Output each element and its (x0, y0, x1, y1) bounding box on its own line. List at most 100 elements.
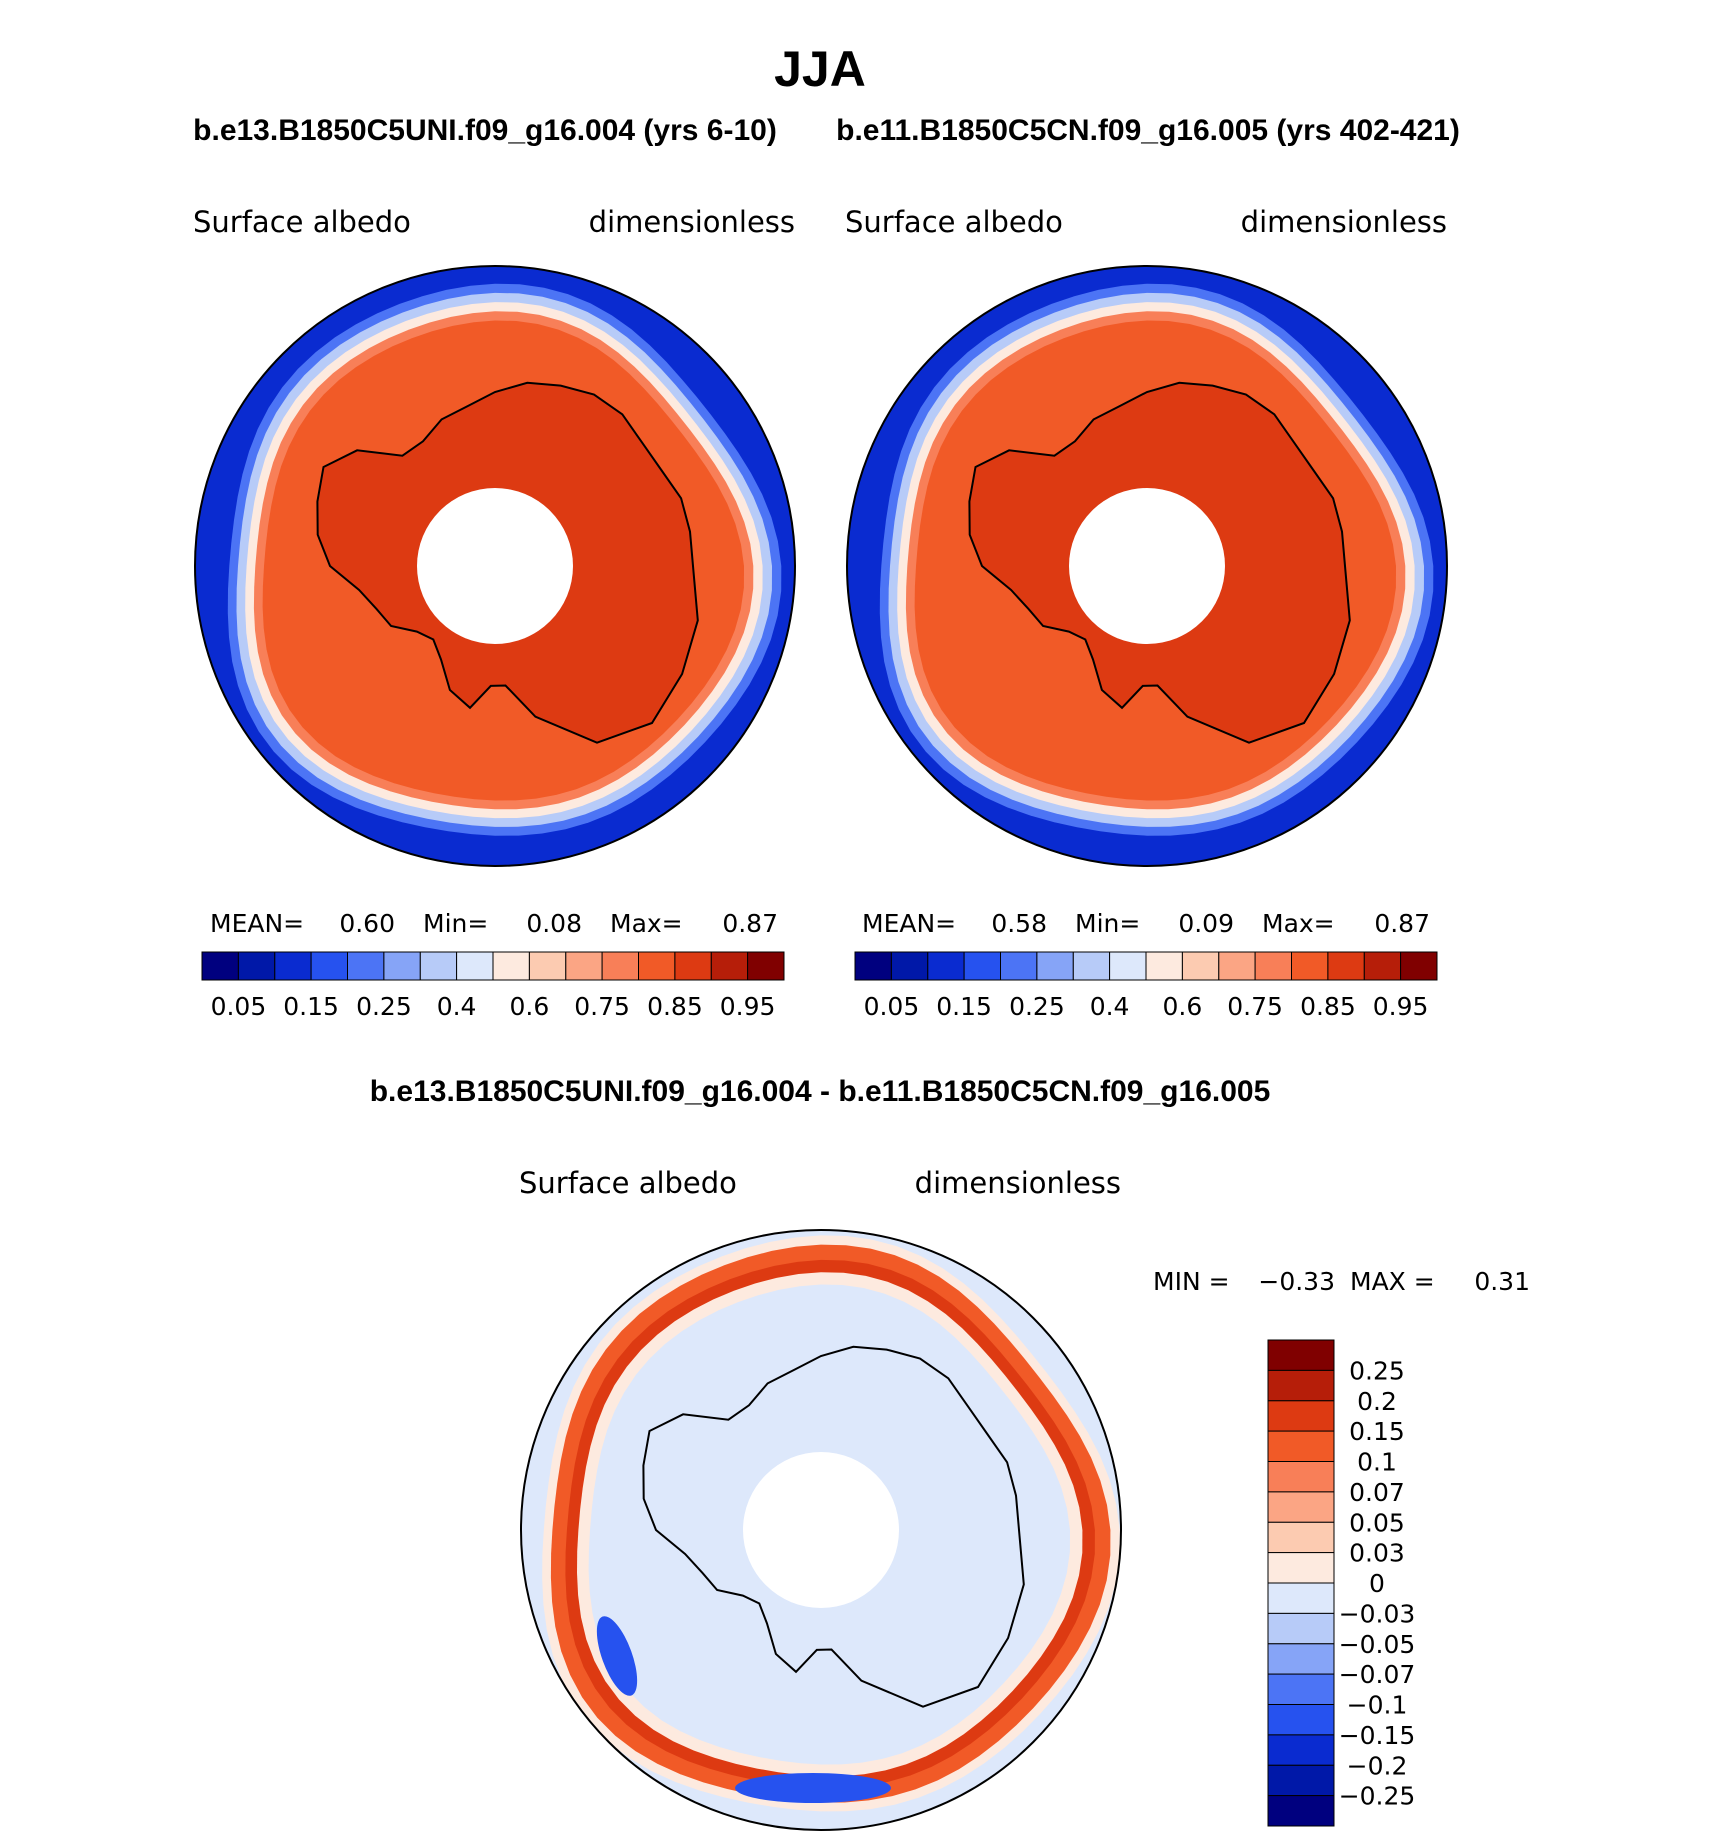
negative-patch-west (596, 1616, 638, 1696)
panel2-colorbar: 0.05 0.15 0.25 0.4 0.6 0.75 0.85 0.95 (854, 951, 1438, 1021)
colorbar-swatch (1072, 951, 1111, 981)
colorbar-swatch (274, 951, 312, 981)
panel2-min-label: Min= (1075, 909, 1140, 938)
pole-hole (1069, 488, 1225, 644)
colorbar-swatch (1181, 951, 1220, 981)
colorbar-swatch (1000, 951, 1038, 981)
colorbar-swatch (528, 951, 567, 981)
colorbar-tick-label: −0.15 (1339, 1721, 1416, 1750)
colorbar-swatch (1267, 1369, 1335, 1402)
colorbar-swatch (927, 951, 965, 981)
panel1-left-label: Surface albedo (193, 205, 411, 239)
colorbar-tick-label: 0.15 (283, 992, 339, 1021)
colorbar-tick-label: 0.2 (1357, 1387, 1397, 1416)
antarctica-coastline (968, 381, 1351, 744)
colorbar-swatch (1145, 951, 1183, 981)
colorbar-tick-label: 0.95 (1373, 992, 1429, 1021)
colorbar-swatch (963, 951, 1001, 981)
pole-hole (417, 488, 573, 644)
colorbar-swatch (1267, 1491, 1335, 1523)
pole-hole (743, 1452, 899, 1608)
colorbar-tick-label: 0.05 (864, 992, 920, 1021)
colorbar-tick-label: 0.05 (211, 992, 267, 1021)
colorbar-tick-label: 0.6 (510, 992, 550, 1021)
panel3-left-label: Surface albedo (519, 1166, 737, 1200)
colorbar-swatch (601, 951, 639, 981)
antarctica-coastline (316, 381, 699, 744)
panel1-map (195, 266, 795, 866)
colorbar-tick-label: 0 (1369, 1569, 1385, 1598)
colorbar-tick-label: −0.25 (1339, 1782, 1416, 1811)
panel3-max-label: MAX = (1350, 1267, 1435, 1296)
colorbar-swatch (456, 951, 494, 981)
colorbar-tick-label: 0.95 (720, 992, 776, 1021)
panel2-left-label: Surface albedo (845, 205, 1063, 239)
panel3-colorbar: 0.250.20.150.10.070.050.030−0.03−0.05 −0.… (1267, 1339, 1416, 1827)
colorbar-swatch (1267, 1673, 1335, 1705)
colorbar-swatch (1267, 1582, 1335, 1614)
panel1-mean-value: 0.60 (339, 909, 395, 938)
colorbar-swatch (1267, 1643, 1335, 1675)
panel3: Surface albedo dimensionless MIN = −0.33… (519, 1166, 1530, 1831)
panel2-right-label: dimensionless (1241, 205, 1447, 239)
colorbar-swatch (237, 951, 276, 981)
colorbar-swatch (419, 951, 458, 981)
colorbar-swatch (1327, 951, 1365, 981)
colorbar-swatch (1267, 1430, 1335, 1462)
colorbar-swatch (674, 951, 712, 981)
panel2-max-value: 0.87 (1374, 909, 1430, 938)
colorbar-swatch (854, 951, 892, 981)
colorbar-swatch (1267, 1461, 1335, 1493)
colorbar-tick-label: −0.1 (1347, 1691, 1408, 1720)
colorbar-tick-label: 0.05 (1349, 1508, 1405, 1537)
colorbar-swatch (1267, 1734, 1335, 1766)
panel3-max-value: 0.31 (1474, 1267, 1530, 1296)
negative-patch-south (735, 1773, 891, 1803)
colorbar-swatch (1109, 951, 1147, 981)
figure-title: JJA (774, 41, 866, 97)
colorbar-tick-label: 0.6 (1163, 992, 1203, 1021)
colorbar-tick-label: 0.1 (1357, 1448, 1397, 1477)
panel2-max-label: Max= (1262, 909, 1335, 938)
colorbar-swatch (1267, 1612, 1335, 1645)
colorbar-swatch (1267, 1521, 1335, 1554)
colorbar-swatch (1267, 1339, 1335, 1371)
colorbar-tick-label: −0.03 (1339, 1599, 1416, 1628)
panel2-mean-value: 0.58 (991, 909, 1047, 938)
antarctica-coastline (642, 1345, 1025, 1708)
colorbar-tick-label: 0.25 (356, 992, 412, 1021)
colorbar-swatch (565, 951, 603, 981)
panel1-right-label: dimensionless (589, 205, 795, 239)
colorbar-tick-label: 0.07 (1349, 1478, 1405, 1507)
colorbar-tick-label: 0.75 (1227, 992, 1283, 1021)
colorbar-tick-label: 0.4 (437, 992, 477, 1021)
colorbar-swatch (1254, 951, 1292, 981)
colorbar-swatch (1267, 1704, 1335, 1736)
colorbar-tick-label: 0.85 (1300, 992, 1356, 1021)
panel3-min-label: MIN = (1153, 1267, 1230, 1296)
panel1-map-border (194, 265, 796, 867)
diff-title: b.e13.B1850C5UNI.f09_g16.004 - b.e11.B18… (370, 1075, 1271, 1108)
colorbar-swatch (1267, 1552, 1335, 1584)
colorbar-swatch (1267, 1400, 1335, 1432)
colorbar-tick-label: 0.25 (1349, 1356, 1405, 1385)
colorbar-swatch (638, 951, 676, 981)
colorbar-swatch (201, 951, 239, 981)
panel1-mean-label: MEAN= (210, 909, 304, 938)
colorbar-tick-label: 0.03 (1349, 1539, 1405, 1568)
colorbar-swatch (1267, 1795, 1335, 1827)
colorbar-tick-label: −0.05 (1339, 1630, 1416, 1659)
colorbar-tick-label: 0.15 (1349, 1417, 1405, 1446)
colorbar-swatch (1363, 951, 1402, 981)
panel1-min-label: Min= (423, 909, 488, 938)
colorbar-tick-label: 0.75 (574, 992, 630, 1021)
panel2-min-value: 0.09 (1178, 909, 1234, 938)
panel1-colorbar: 0.05 0.15 0.25 0.4 0.6 0.75 0.85 0.95 (201, 951, 785, 1021)
panel1-max-value: 0.87 (722, 909, 778, 938)
colorbar-swatch (1400, 951, 1438, 981)
colorbar-swatch (347, 951, 385, 981)
colorbar-tick-label: 0.4 (1090, 992, 1130, 1021)
colorbar-swatch (492, 951, 530, 981)
panel2-map (847, 266, 1447, 866)
